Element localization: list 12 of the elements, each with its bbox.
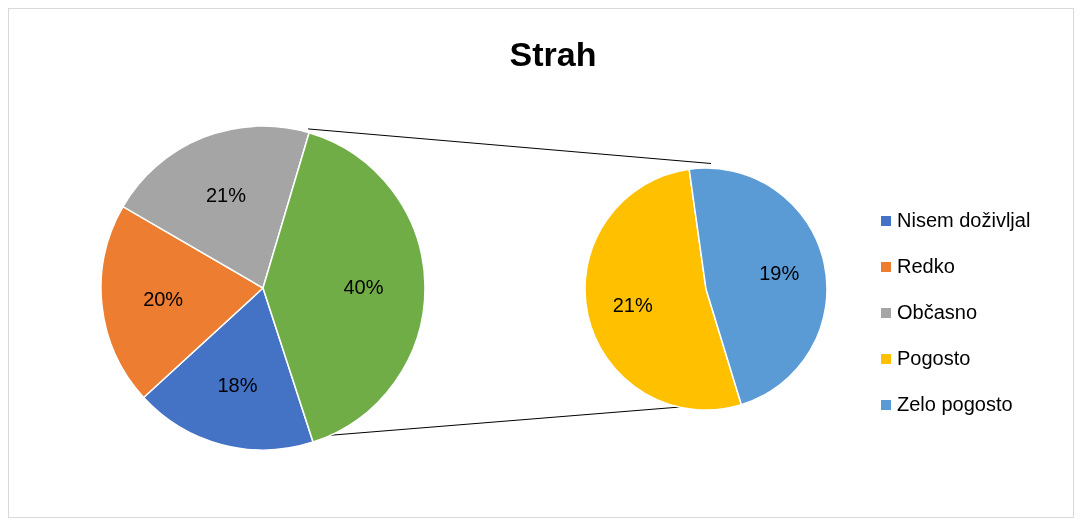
data-label: 40% xyxy=(343,275,384,298)
legend-label: Pogosto xyxy=(897,347,971,370)
data-label: 20% xyxy=(143,287,184,310)
legend-label: Nisem doživljal xyxy=(897,209,1031,232)
legend-label: Občasno xyxy=(897,301,978,324)
legend-label: Redko xyxy=(897,255,955,278)
data-label: 21% xyxy=(205,183,247,206)
legend-label: Zelo pogosto xyxy=(897,393,1013,416)
data-label: 21% xyxy=(612,294,653,317)
data-label: 18% xyxy=(217,374,258,397)
chart-title: Strah xyxy=(508,35,598,74)
data-label: 19% xyxy=(759,261,800,284)
